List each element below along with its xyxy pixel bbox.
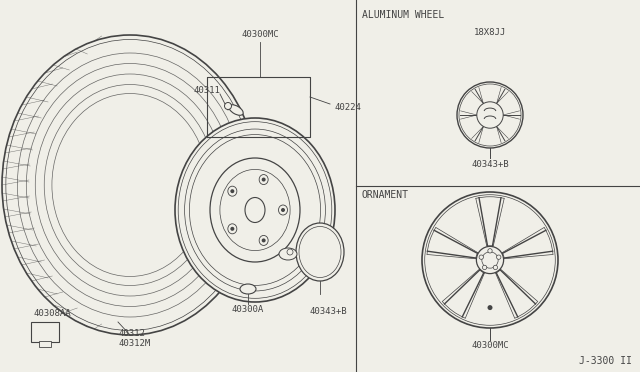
Ellipse shape	[296, 223, 344, 281]
Circle shape	[497, 255, 501, 259]
Ellipse shape	[228, 105, 243, 115]
Circle shape	[262, 177, 266, 182]
Circle shape	[493, 265, 497, 270]
Ellipse shape	[259, 174, 268, 185]
Circle shape	[230, 189, 234, 193]
Circle shape	[225, 103, 232, 109]
Circle shape	[457, 82, 523, 148]
Ellipse shape	[210, 158, 300, 262]
Text: 40300MC: 40300MC	[241, 29, 279, 38]
Text: 40300A: 40300A	[232, 305, 264, 314]
Text: 40311: 40311	[193, 86, 220, 94]
Ellipse shape	[245, 198, 265, 222]
Text: 40312M: 40312M	[118, 340, 150, 349]
Bar	[31, 322, 59, 342]
Ellipse shape	[228, 224, 237, 234]
Circle shape	[483, 265, 487, 270]
Ellipse shape	[240, 284, 256, 294]
Circle shape	[287, 249, 293, 255]
Circle shape	[422, 192, 558, 328]
Text: ORNAMENT: ORNAMENT	[362, 190, 409, 200]
Circle shape	[262, 238, 266, 243]
Bar	[39, 341, 51, 347]
Ellipse shape	[175, 118, 335, 302]
Circle shape	[281, 208, 285, 212]
Circle shape	[488, 248, 492, 253]
Ellipse shape	[278, 205, 287, 215]
Circle shape	[488, 305, 493, 310]
Ellipse shape	[279, 248, 297, 260]
Text: 40308AA: 40308AA	[33, 310, 70, 318]
Text: J-3300 II: J-3300 II	[579, 356, 632, 366]
Text: 40312: 40312	[118, 330, 145, 339]
Circle shape	[476, 246, 504, 273]
Circle shape	[230, 227, 234, 231]
Circle shape	[479, 255, 483, 259]
Text: ALUMINUM WHEEL: ALUMINUM WHEEL	[362, 10, 444, 20]
Ellipse shape	[228, 186, 237, 196]
Circle shape	[477, 102, 503, 128]
Text: 18X8JJ: 18X8JJ	[474, 28, 506, 36]
Ellipse shape	[259, 235, 268, 246]
Text: 40224: 40224	[335, 103, 362, 112]
Text: 40343+B: 40343+B	[471, 160, 509, 169]
Text: 40343+B: 40343+B	[310, 308, 348, 317]
Text: 40300MC: 40300MC	[471, 341, 509, 350]
